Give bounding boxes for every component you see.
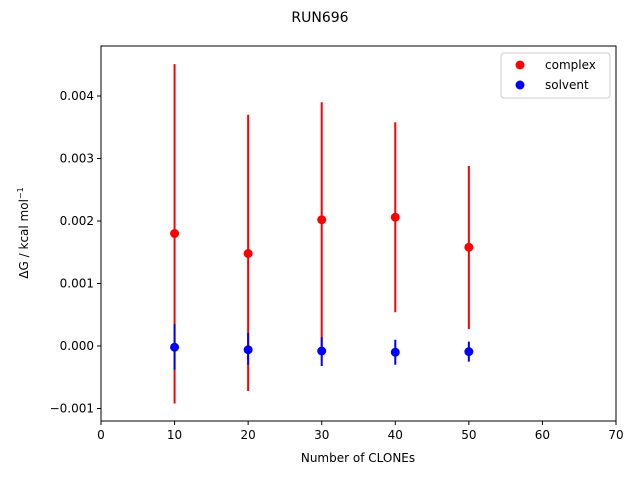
- legend-label-solvent: solvent: [545, 78, 589, 92]
- complex-point: [317, 215, 327, 225]
- y-tick-label: 0.004: [60, 89, 94, 103]
- plot-area: [170, 64, 474, 404]
- x-tick-label: 20: [241, 428, 256, 442]
- solvent-point: [464, 347, 474, 357]
- x-tick-label: 50: [461, 428, 476, 442]
- y-axis-label-main: ΔG / kcal mol: [17, 199, 31, 279]
- y-axis: −0.001 0.000 0.001 0.002 0.003 0.004: [50, 89, 101, 416]
- legend-box: [500, 52, 611, 99]
- y-axis-label: ΔG / kcal mol−1: [16, 187, 31, 278]
- solvent-point: [317, 346, 327, 356]
- solvent-point: [390, 347, 400, 357]
- chart-title: RUN696: [291, 10, 348, 26]
- complex-point: [390, 212, 400, 222]
- y-tick-label: −0.001: [50, 402, 94, 416]
- x-tick-label: 10: [167, 428, 182, 442]
- legend-label-complex: complex: [545, 58, 596, 72]
- x-tick-label: 30: [314, 428, 329, 442]
- y-axis-label-superscript: −1: [16, 187, 25, 199]
- y-tick-label: 0.001: [60, 277, 94, 291]
- y-tick-label: 0.002: [60, 214, 94, 228]
- complex-point: [243, 249, 253, 258]
- legend-marker-complex: [515, 60, 525, 70]
- y-tick-label: 0.000: [60, 339, 94, 353]
- x-tick-label: 40: [388, 428, 403, 442]
- solvent-point: [243, 345, 253, 355]
- complex-point: [464, 242, 474, 252]
- x-tick-label: 60: [535, 428, 550, 442]
- y-tick-label: 0.003: [60, 152, 94, 166]
- legend: complex solvent: [500, 52, 611, 99]
- x-tick-label: 0: [97, 428, 105, 442]
- solvent-point: [170, 342, 180, 352]
- x-axis: 0 10 20 30 40 50 60 70: [97, 421, 624, 442]
- legend-marker-solvent: [515, 80, 525, 90]
- plot-frame: [100, 45, 617, 422]
- x-tick-label: 70: [608, 428, 623, 442]
- complex-point: [170, 229, 180, 238]
- x-axis-label: Number of CLONEs: [301, 451, 415, 465]
